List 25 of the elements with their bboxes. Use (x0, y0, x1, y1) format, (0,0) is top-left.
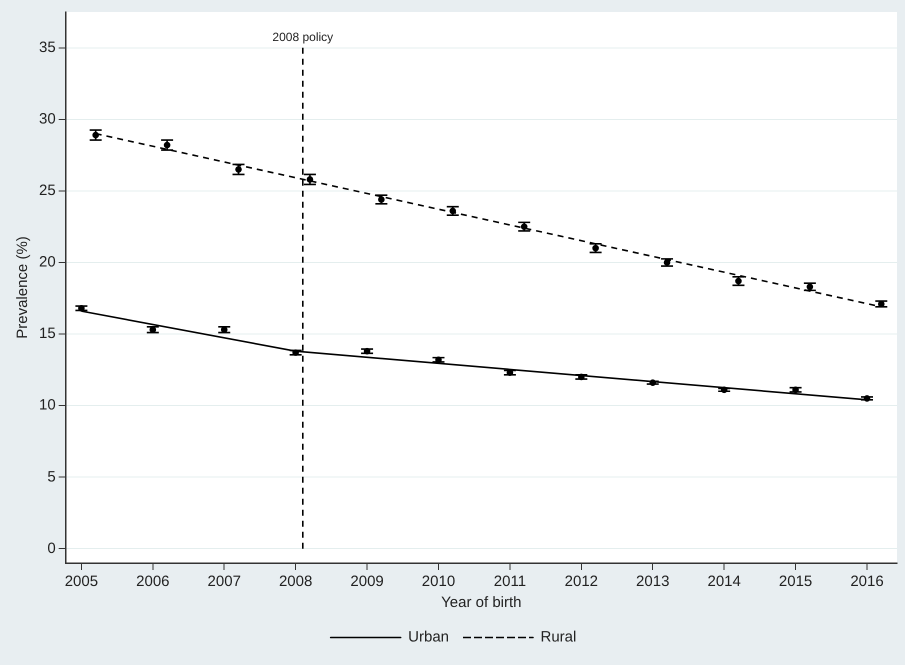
y-tick-label: 20 (38, 254, 56, 271)
y-tick-label: 25 (38, 182, 56, 200)
x-tick-label: 2013 (636, 573, 670, 590)
y-tick-label: 10 (38, 396, 56, 414)
x-tick-label: 2008 (278, 573, 312, 590)
x-tick-label: 2014 (707, 573, 741, 590)
x-tick-label: 2010 (422, 573, 456, 590)
y-axis-title: Prevalence (%) (14, 236, 32, 339)
y-tick-label: 30 (38, 110, 56, 128)
x-tick-label: 2012 (564, 573, 598, 590)
x-tick-label: 2007 (208, 573, 241, 590)
x-tick-label: 2005 (64, 573, 98, 590)
x-axis-title: Year of birth (441, 594, 522, 612)
legend-label: Urban (408, 628, 450, 646)
ref-line-label: 2008 policy (272, 30, 334, 44)
x-tick-label: 2016 (850, 573, 884, 590)
x-tick-label: 2006 (136, 573, 170, 590)
y-tick-label: 5 (47, 468, 56, 486)
y-tick-label: 15 (38, 325, 56, 342)
y-tick-label: 0 (47, 540, 56, 557)
x-tick-label: 2015 (778, 573, 812, 590)
y-tick-label: 35 (38, 38, 56, 56)
legend-label: Rural (540, 628, 576, 646)
x-tick-label: 2009 (350, 573, 384, 590)
x-tick-label: 2011 (494, 573, 526, 590)
